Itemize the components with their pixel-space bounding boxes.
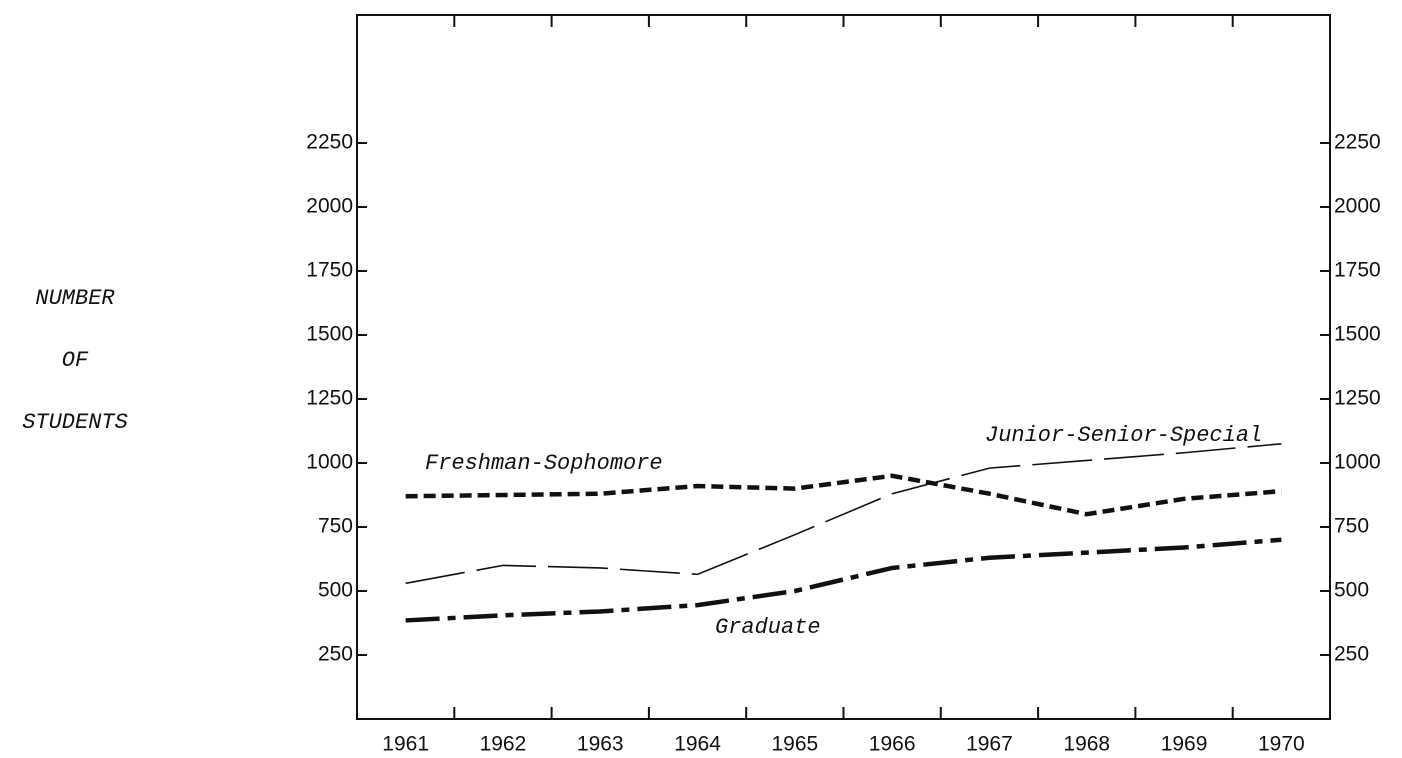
- y2-tick-label: 1000: [1334, 451, 1381, 474]
- y2-tick-label: 1750: [1334, 259, 1381, 282]
- y2-tick-label: 1500: [1334, 323, 1381, 346]
- y-axis-label: OF: [62, 348, 89, 373]
- y2-tick-label: 2250: [1334, 131, 1381, 154]
- x-tick-label: 1961: [382, 733, 429, 756]
- x-tick-label: 1962: [480, 733, 527, 756]
- x-tick-label: 1967: [966, 733, 1013, 756]
- x-tick-label: 1964: [674, 733, 721, 756]
- series-line: [405, 443, 1282, 585]
- y2-tick-label: 1250: [1334, 387, 1381, 410]
- y-tick-label: 2000: [306, 195, 353, 218]
- y-axis-label: STUDENTS: [22, 410, 128, 435]
- y-tick-label: 2250: [306, 131, 353, 154]
- y-tick-label: 1750: [306, 259, 353, 282]
- y-tick-label: 1000: [306, 451, 353, 474]
- series-label: Graduate: [715, 615, 821, 640]
- x-tick-label: 1963: [577, 733, 624, 756]
- x-tick-label: 1966: [869, 733, 916, 756]
- y-tick-label: 500: [318, 579, 353, 602]
- x-tick-label: 1970: [1258, 733, 1305, 756]
- x-tick-label: 1965: [771, 733, 818, 756]
- series-label: Junior-Senior-Special: [985, 423, 1262, 448]
- y-tick-label: 1250: [306, 387, 353, 410]
- series-line: [405, 537, 1282, 623]
- series-label: Freshman-Sophomore: [425, 451, 663, 476]
- x-tick-label: 1969: [1161, 733, 1208, 756]
- x-tick-label: 1968: [1063, 733, 1110, 756]
- y2-tick-label: 750: [1334, 515, 1369, 538]
- y-tick-label: 1500: [306, 323, 353, 346]
- y2-tick-label: 2000: [1334, 195, 1381, 218]
- plot-frame: [356, 14, 1331, 720]
- y-tick-label: 750: [318, 515, 353, 538]
- y2-tick-label: 250: [1334, 643, 1369, 666]
- series-line: [405, 473, 1282, 517]
- y-axis-label: NUMBER: [35, 286, 115, 311]
- y2-tick-label: 500: [1334, 579, 1369, 602]
- y-tick-label: 250: [318, 643, 353, 666]
